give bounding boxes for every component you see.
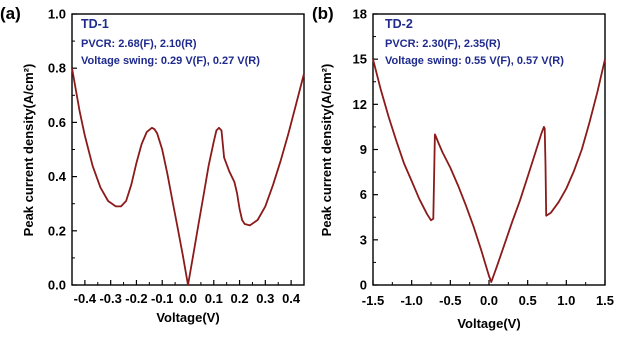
- panel-a-x-tick-label: -0.4: [74, 291, 97, 306]
- panel-a-x-tick-label: 0.3: [256, 291, 274, 306]
- panel-a-ticks: -0.4 -0.3 -0.2 -0.1 0.0 0.1 0.2 0.3 0.4 0.0 0.2 0.4…: [48, 7, 301, 307]
- panel-b-x-tick-label: 0.5: [519, 293, 537, 308]
- panel-b-annotation-voltage-swing: Voltage swing: 0.55 V(F), 0.57 V(R): [385, 55, 564, 67]
- panel-a-annotations: TD-1 PVCR: 2.68(F), 2.10(R) Voltage swin…: [81, 17, 260, 67]
- panel-b-x-tick-label: -1.0: [400, 293, 422, 308]
- panel-a-letter: (a): [0, 4, 21, 23]
- panel-b-y-axis-title: Peak current density(A/cm²): [319, 64, 334, 237]
- panel-b-letter: (b): [312, 4, 334, 23]
- panel-b-x-axis-title: Voltage(V): [457, 316, 520, 331]
- panel-b-x-tick-label: -1.5: [362, 293, 384, 308]
- panel-a-x-tick-label: -0.3: [99, 291, 121, 306]
- panel-b-iv-curve: [372, 58, 606, 283]
- panel-a-y-axis-title: Peak current density(A/cm²): [21, 64, 36, 237]
- panel-b-y-tick-label: 12: [353, 97, 367, 112]
- panel-a-iv-curve: [71, 68, 305, 286]
- panel-b: (b) TD-2 PVCR: 2.30(F), 2.35(R) Voltage …: [312, 4, 614, 331]
- panel-a-x-axis-title: Voltage(V): [156, 310, 219, 325]
- panel-b-y-tick-label: 3: [360, 232, 367, 247]
- panel-a-annotation-title: TD-1: [81, 17, 109, 31]
- panel-b-y-tick-label: 15: [353, 52, 367, 67]
- panel-b-y-tick-label: 6: [360, 187, 367, 202]
- panel-b-y-tick-label: 9: [360, 142, 367, 157]
- panel-a-y-tick-label: 0.4: [48, 169, 67, 184]
- panel-a-x-tick-label: 0.0: [179, 291, 197, 306]
- panel-a-series-group: [71, 68, 305, 286]
- panel-a-y-tick-label: 0.0: [48, 278, 66, 293]
- panel-b-x-tick-label: 1.0: [557, 293, 575, 308]
- panel-a: (a) TD-1 PVCR: 2.68(F), 2.10(R) Voltage …: [0, 4, 305, 325]
- panel-b-y-tick-label: 18: [353, 7, 367, 22]
- panel-a-x-tick-label: -0.2: [125, 291, 147, 306]
- panel-b-annotation-pvcr: PVCR: 2.30(F), 2.35(R): [385, 38, 501, 50]
- panel-a-x-tick-label: -0.1: [151, 291, 173, 306]
- panel-b-ticks: -1.5 -1.0 -0.5 0.0 0.5 1.0 1.5 0 3 6 9 12 15 18: [353, 7, 615, 309]
- panel-b-annotation-title: TD-2: [385, 17, 413, 31]
- panel-b-x-tick-label: -0.5: [439, 293, 461, 308]
- panel-a-y-tick-label: 1.0: [48, 7, 66, 22]
- panel-b-series-group: [372, 58, 606, 283]
- panel-a-annotation-pvcr: PVCR: 2.68(F), 2.10(R): [81, 38, 197, 50]
- panel-b-x-tick-label: 1.5: [596, 293, 614, 308]
- panel-a-x-tick-label: 0.4: [282, 291, 301, 306]
- panel-a-y-tick-label: 0.2: [48, 223, 66, 238]
- panel-b-x-tick-label: 0.0: [480, 293, 498, 308]
- panel-a-y-tick-label: 0.6: [48, 115, 66, 130]
- panel-a-annotation-voltage-swing: Voltage swing: 0.29 V(F), 0.27 V(R): [81, 55, 260, 67]
- panel-a-x-tick-label: 0.1: [205, 291, 223, 306]
- panel-b-annotations: TD-2 PVCR: 2.30(F), 2.35(R) Voltage swin…: [385, 17, 564, 67]
- panel-a-x-tick-label: 0.2: [231, 291, 249, 306]
- panel-b-y-tick-label: 0: [360, 278, 367, 293]
- panel-a-y-tick-label: 0.8: [48, 61, 66, 76]
